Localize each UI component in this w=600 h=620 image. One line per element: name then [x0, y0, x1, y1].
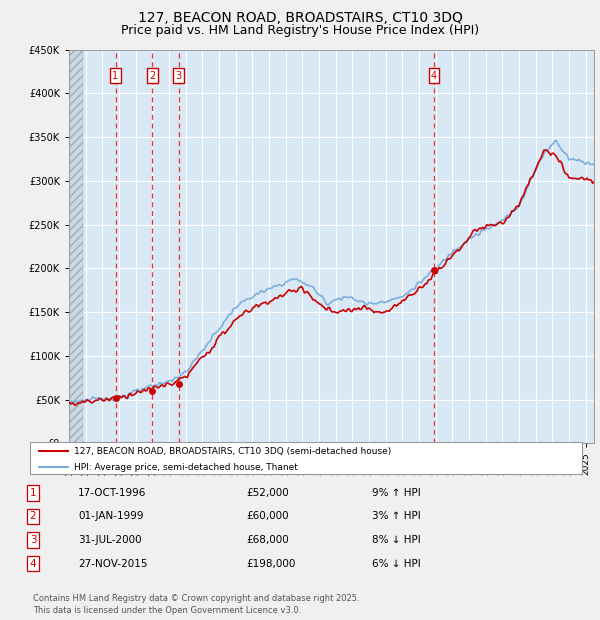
Text: 9% ↑ HPI: 9% ↑ HPI	[372, 488, 421, 498]
Text: 31-JUL-2000: 31-JUL-2000	[78, 535, 142, 545]
Text: 6% ↓ HPI: 6% ↓ HPI	[372, 559, 421, 569]
Text: 3: 3	[29, 535, 37, 545]
Text: Contains HM Land Registry data © Crown copyright and database right 2025.
This d: Contains HM Land Registry data © Crown c…	[33, 594, 359, 615]
Text: £198,000: £198,000	[246, 559, 295, 569]
Text: 1: 1	[112, 71, 119, 81]
Text: £68,000: £68,000	[246, 535, 289, 545]
Text: £52,000: £52,000	[246, 488, 289, 498]
Text: 127, BEACON ROAD, BROADSTAIRS, CT10 3DQ (semi-detached house): 127, BEACON ROAD, BROADSTAIRS, CT10 3DQ …	[74, 446, 391, 456]
Text: 8% ↓ HPI: 8% ↓ HPI	[372, 535, 421, 545]
Text: HPI: Average price, semi-detached house, Thanet: HPI: Average price, semi-detached house,…	[74, 463, 298, 472]
Text: 2: 2	[29, 512, 37, 521]
Text: 01-JAN-1999: 01-JAN-1999	[78, 512, 143, 521]
Text: 2: 2	[149, 71, 155, 81]
Text: 4: 4	[431, 71, 437, 81]
Text: 127, BEACON ROAD, BROADSTAIRS, CT10 3DQ: 127, BEACON ROAD, BROADSTAIRS, CT10 3DQ	[137, 11, 463, 25]
Text: 3: 3	[176, 71, 182, 81]
Text: Price paid vs. HM Land Registry's House Price Index (HPI): Price paid vs. HM Land Registry's House …	[121, 24, 479, 37]
Text: 1: 1	[29, 488, 37, 498]
Text: 3% ↑ HPI: 3% ↑ HPI	[372, 512, 421, 521]
Text: 17-OCT-1996: 17-OCT-1996	[78, 488, 146, 498]
Text: 4: 4	[29, 559, 37, 569]
Text: £60,000: £60,000	[246, 512, 289, 521]
Bar	[69, 50, 83, 443]
Text: 27-NOV-2015: 27-NOV-2015	[78, 559, 148, 569]
